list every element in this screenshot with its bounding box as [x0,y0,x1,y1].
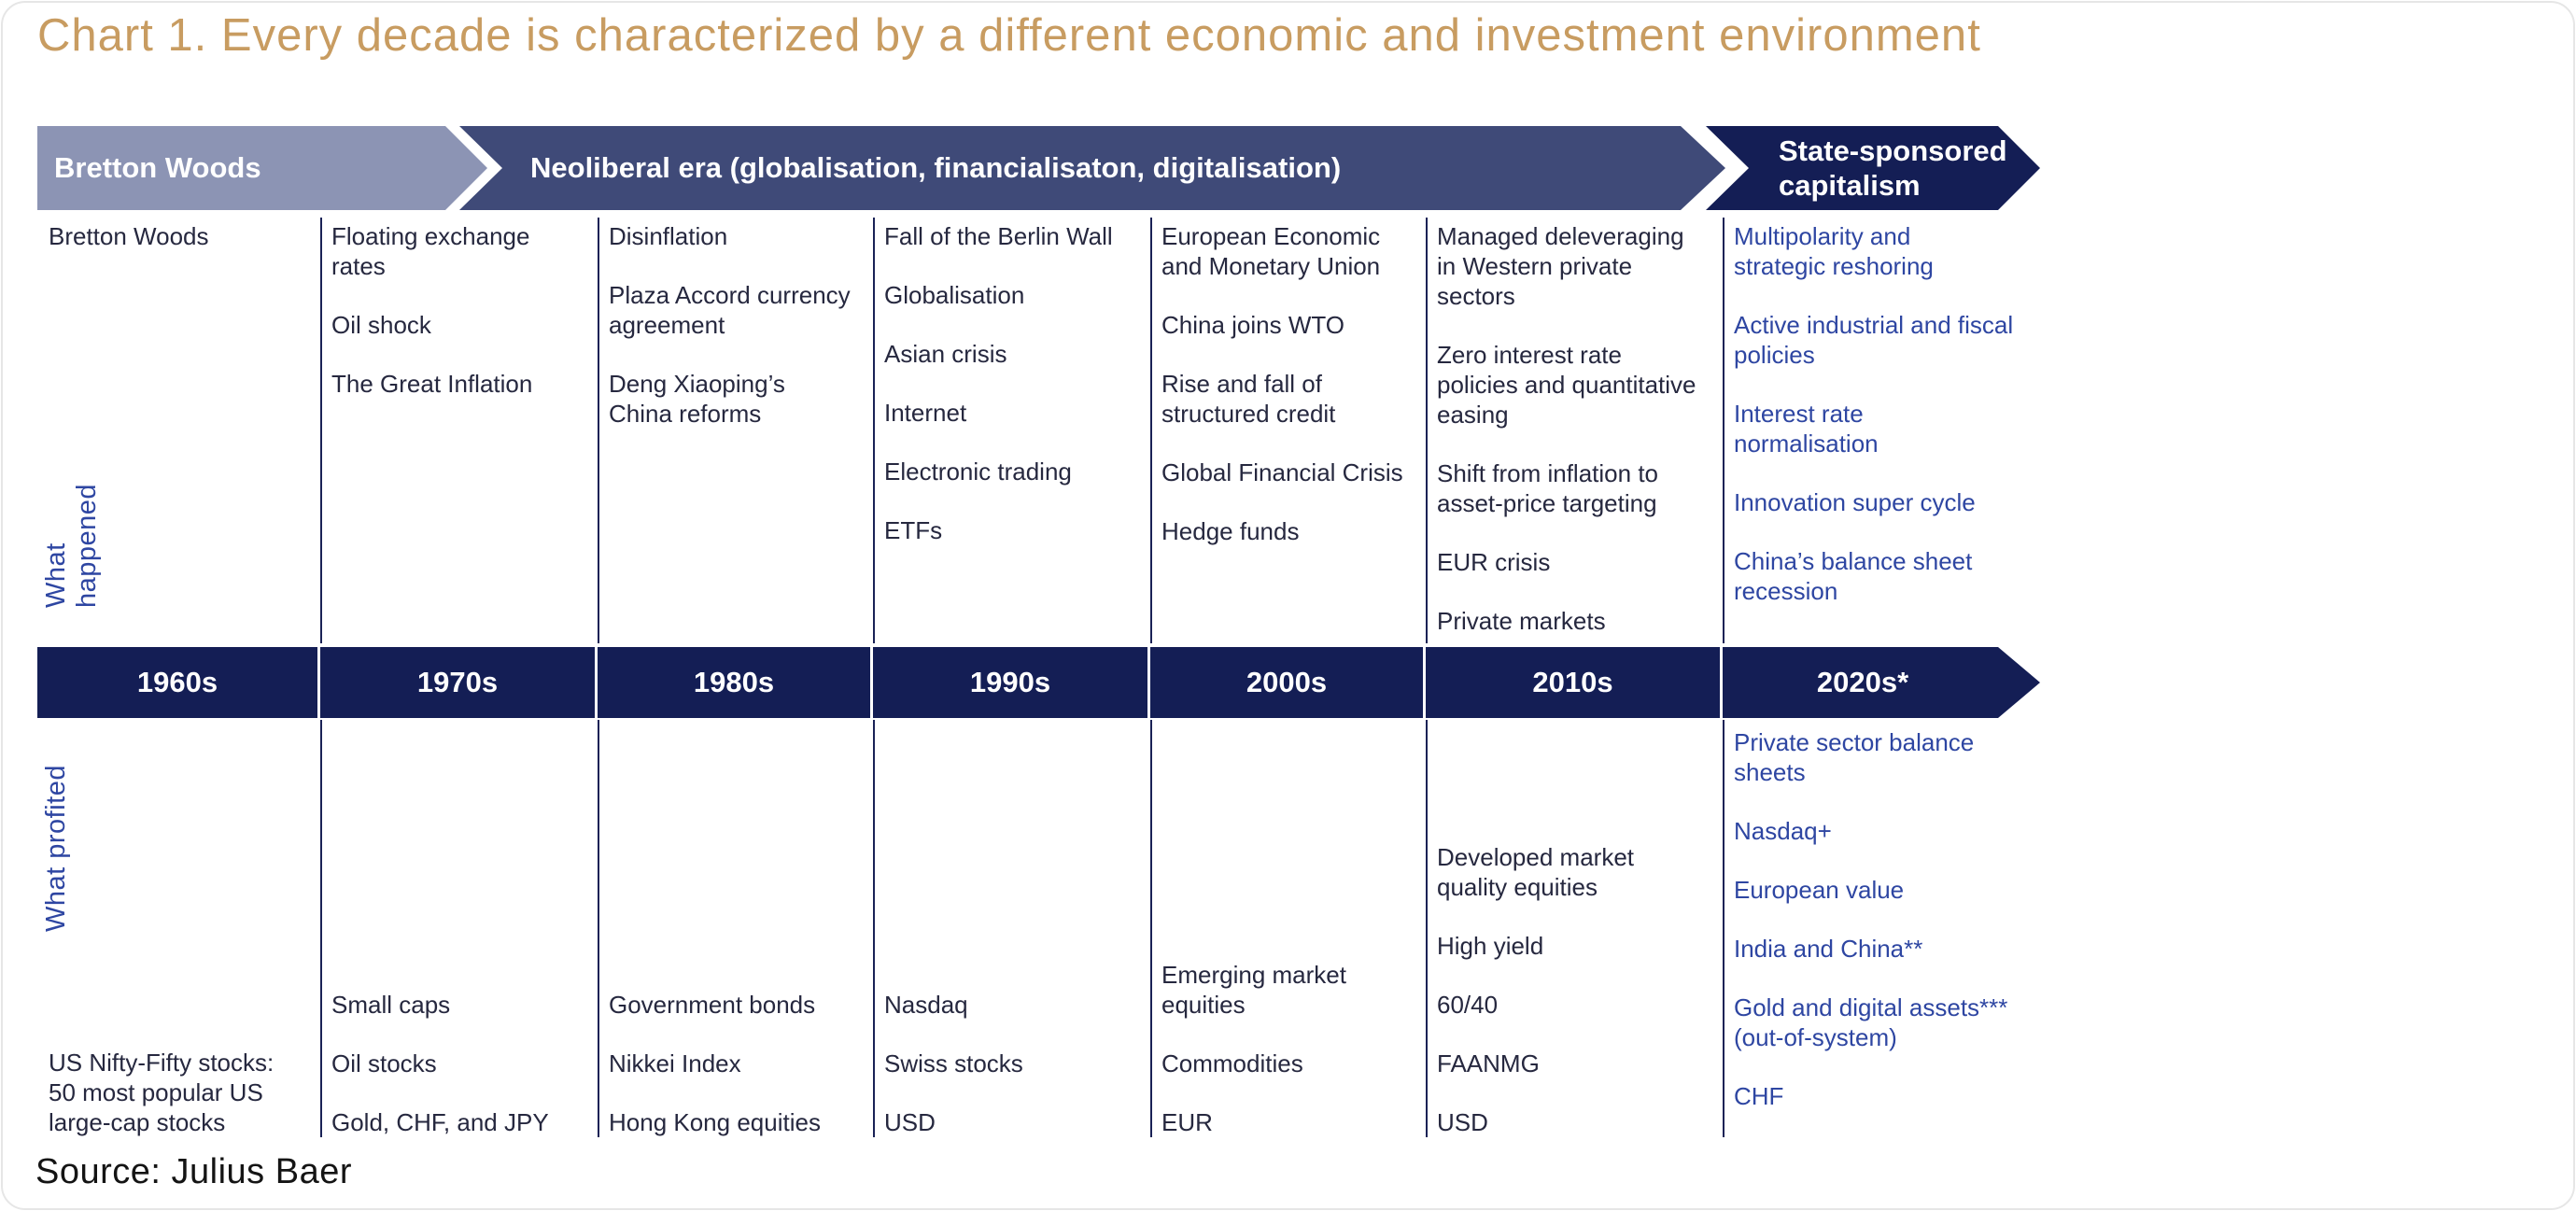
decade-cell-2010s: 2010s [1426,647,1723,718]
profited-item: US Nifty-Fifty stocks: 50 most popular U… [49,1049,274,1136]
profited-item: India and China** [1734,935,1923,963]
profited-item: FAANMG [1437,1049,1540,1077]
column-divider [1426,720,1428,1137]
happened-item: Internet [884,399,967,427]
decade-cell-1990s: 1990s [873,647,1150,718]
happened-column-2020s*: Multipolarity and strategic reshoring Act… [1734,221,2014,606]
column-divider [1150,218,1152,643]
happened-column-1980s: Disinflation Plaza Accord currency agreem… [609,221,864,429]
profited-column-1980s: Government bonds Nikkei Index Hong Kong eq… [609,727,864,1137]
row-label-what-happened: What happened [41,483,102,608]
happened-item: Global Financial Crisis [1161,458,1403,486]
era-arrow-label: Bretton Woods [54,151,261,184]
happened-item: Fall of the Berlin Wall [884,222,1113,250]
happened-column-1970s: Floating exchange rates Oil shock The Grea… [331,221,588,399]
column-divider [1426,218,1428,643]
profited-item: Small caps [331,991,451,1019]
happened-item: Floating exchange rates [331,222,530,280]
profited-item: CHF [1734,1082,1784,1110]
happened-item: Disinflation [609,222,728,250]
era-arrow-state-sponsored: State-sponsored capitalism [1706,126,2040,210]
happened-item: Electronic trading [884,458,1072,486]
column-divider [1723,218,1724,643]
decade-cell-2020s*: 2020s* [1816,666,1909,698]
decade-cell-2000s: 2000s [1150,647,1426,718]
happened-item: Deng Xiaoping’s China reforms [609,370,785,428]
profited-item: Nasdaq+ [1734,817,1832,845]
column-divider [1723,720,1724,1137]
column-divider [598,720,599,1137]
happened-item: Multipolarity and strategic reshoring [1734,222,1934,280]
happened-item: European Economic and Monetary Union [1161,222,1381,280]
profited-item: Nikkei Index [609,1049,741,1077]
happened-item: China’s balance sheet recession [1734,547,1973,605]
profited-item: USD [1437,1108,1488,1136]
decade-cell-1970s: 1970s [320,647,598,718]
happened-item: Zero interest rate policies and quantita… [1437,341,1696,429]
profited-item: 60/40 [1437,991,1499,1019]
profited-item: Developed market quality equities [1437,843,1634,901]
era-arrow-neoliberal: Neoliberal era (globalisation, financial… [459,126,1725,210]
profited-item: Government bonds [609,991,816,1019]
profited-item: Hong Kong equities [609,1108,821,1136]
column-divider [1150,720,1152,1137]
profited-item: Commodities [1161,1049,1303,1077]
profited-column-2020s*: Private sector balance sheets Nasdaq+ Euro… [1734,727,2008,1137]
happened-item: Private markets [1437,607,1606,635]
column-divider [873,218,875,643]
happened-item: Plaza Accord currency agreement [609,281,851,339]
happened-item: Active industrial and fiscal policies [1734,311,2014,369]
happened-item: Oil shock [331,311,431,339]
profited-item: European value [1734,876,1905,904]
decade-bar: 1960s 1970s 1980s 1990s 2000s 2010s 2020s* [37,647,2040,718]
era-arrow-bretton-woods: Bretton Woods [37,126,487,210]
profited-item: Swiss stocks [884,1049,1023,1077]
column-divider [320,218,322,643]
profited-item: USD [884,1108,936,1136]
profited-column-1970s: Small caps Oil stocks Gold, CHF, and JPY [331,727,588,1137]
happened-item: Hedge funds [1161,517,1300,545]
profited-item: High yield [1437,932,1544,960]
profited-column-2010s: Developed market quality equities High yi… [1437,727,1713,1137]
chart-title: Chart 1. Every decade is characterized b… [37,10,1981,61]
happened-item: EUR crisis [1437,548,1551,576]
happened-item: Innovation super cycle [1734,488,1976,516]
profited-column-2000s: Emerging market equities Commodities EUR [1161,727,1416,1137]
happened-item: Rise and fall of structured credit [1161,370,1336,428]
happened-item: China joins WTO [1161,311,1345,339]
happened-column-2010s: Managed deleveraging in Western private … [1437,221,1713,636]
happened-item: Managed deleveraging in Western private … [1437,222,1684,310]
happened-item: ETFs [884,516,943,544]
profited-column-1960s: US Nifty-Fifty stocks: 50 most popular U… [49,727,311,1137]
happened-item: Shift from inflation to asset-price targ… [1437,459,1658,517]
happened-item: Asian crisis [884,340,1007,368]
happened-item: Globalisation [884,281,1025,309]
profited-item: EUR [1161,1108,1213,1136]
profited-item: Emerging market equities [1161,961,1346,1019]
decade-cell-1980s: 1980s [598,647,873,718]
profited-item: Private sector balance sheets [1734,728,1975,786]
profited-column-1990s: Nasdaq Swiss stocks USD [884,727,1141,1137]
happened-item: Interest rate normalisation [1734,400,1879,458]
column-divider [320,720,322,1137]
source-note: Source: Julius Baer [35,1152,352,1191]
decade-cell-1960s: 1960s [37,647,320,718]
era-arrow-label: State-sponsored capitalism [1779,134,2007,202]
column-divider [598,218,599,643]
profited-item: Gold and digital assets*** (out-of-syste… [1734,993,2008,1051]
happened-column-2000s: European Economic and Monetary Union Chin… [1161,221,1416,546]
happened-item: Bretton Woods [49,222,209,250]
profited-item: Nasdaq [884,991,968,1019]
era-arrow-label: Neoliberal era (globalisation, financial… [530,151,1342,184]
happened-column-1990s: Fall of the Berlin Wall Globalisation Asia… [884,221,1141,545]
column-divider [873,720,875,1137]
happened-item: The Great Inflation [331,370,533,398]
profited-item: Oil stocks [331,1049,437,1077]
profited-item: Gold, CHF, and JPY [331,1108,549,1136]
happened-column-1960s: Bretton Woods [49,221,311,251]
